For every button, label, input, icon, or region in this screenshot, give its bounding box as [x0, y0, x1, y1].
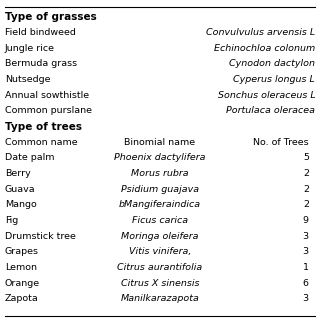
- Text: Guava: Guava: [5, 185, 36, 194]
- Text: 2: 2: [303, 200, 309, 209]
- Text: Sonchus oleraceus L: Sonchus oleraceus L: [218, 91, 315, 100]
- Text: Moringa oleifera: Moringa oleifera: [121, 232, 199, 241]
- Text: 6: 6: [303, 279, 309, 288]
- Text: 1: 1: [303, 263, 309, 272]
- Text: Fig: Fig: [5, 216, 18, 225]
- Text: Mango: Mango: [5, 200, 36, 209]
- Text: Cyperus longus L: Cyperus longus L: [234, 75, 315, 84]
- Text: Portulaca oleracea: Portulaca oleracea: [226, 106, 315, 115]
- Text: Lemon: Lemon: [5, 263, 37, 272]
- Text: 9: 9: [303, 216, 309, 225]
- Text: Manilkarazapota: Manilkarazapota: [121, 294, 199, 303]
- Text: Citrus X sinensis: Citrus X sinensis: [121, 279, 199, 288]
- Text: Type of grasses: Type of grasses: [5, 12, 97, 22]
- Text: Grapes: Grapes: [5, 247, 39, 256]
- Text: Phoenix dactylifera: Phoenix dactylifera: [114, 153, 206, 162]
- Text: Citrus aurantifolia: Citrus aurantifolia: [117, 263, 203, 272]
- Text: No. of Trees: No. of Trees: [253, 138, 309, 147]
- Text: Bermuda grass: Bermuda grass: [5, 59, 77, 68]
- Text: Date palm: Date palm: [5, 153, 54, 162]
- Text: Echinochloa colonum: Echinochloa colonum: [214, 44, 315, 52]
- Text: Psidium guajava: Psidium guajava: [121, 185, 199, 194]
- Text: Berry: Berry: [5, 169, 30, 178]
- Text: Vitis vinifera,: Vitis vinifera,: [129, 247, 191, 256]
- Text: Morus rubra: Morus rubra: [131, 169, 189, 178]
- Text: Field bindweed: Field bindweed: [5, 28, 76, 37]
- Text: Common name: Common name: [5, 138, 77, 147]
- Text: Annual sowthistle: Annual sowthistle: [5, 91, 89, 100]
- Text: Jungle rice: Jungle rice: [5, 44, 55, 52]
- Text: Convulvulus arvensis L: Convulvulus arvensis L: [206, 28, 315, 37]
- Text: 5: 5: [303, 153, 309, 162]
- Text: 2: 2: [303, 185, 309, 194]
- Text: Ficus carica: Ficus carica: [132, 216, 188, 225]
- Text: 2: 2: [303, 169, 309, 178]
- Text: Common purslane: Common purslane: [5, 106, 92, 115]
- Text: Drumstick tree: Drumstick tree: [5, 232, 76, 241]
- Text: 3: 3: [303, 247, 309, 256]
- Text: bMangiferaindica: bMangiferaindica: [119, 200, 201, 209]
- Text: Nutsedge: Nutsedge: [5, 75, 50, 84]
- Text: Zapota: Zapota: [5, 294, 38, 303]
- Text: Orange: Orange: [5, 279, 40, 288]
- Text: Type of trees: Type of trees: [5, 122, 82, 132]
- Text: 3: 3: [303, 232, 309, 241]
- Text: 3: 3: [303, 294, 309, 303]
- Text: Cynodon dactylon: Cynodon dactylon: [229, 59, 315, 68]
- Text: Binomial name: Binomial name: [124, 138, 196, 147]
